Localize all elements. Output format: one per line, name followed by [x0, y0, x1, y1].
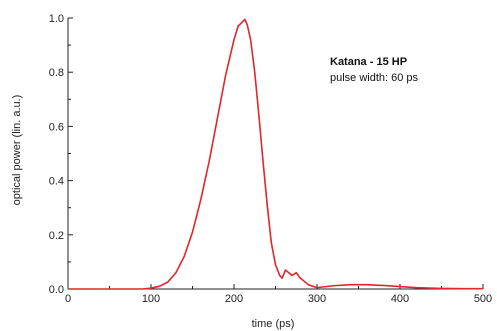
annotation-title: Katana - 15 HP: [330, 56, 407, 68]
x-tick-label: 500: [474, 293, 492, 305]
annotation-subtitle: pulse width: 60 ps: [330, 72, 419, 84]
x-axis-label: time (ps): [252, 318, 295, 330]
x-tick-label: 300: [308, 293, 326, 305]
y-tick-label: 0.2: [49, 230, 64, 242]
x-tick-label: 200: [225, 293, 243, 305]
y-tick-label: 1.0: [49, 13, 64, 25]
ticks-layer: 0 100 200 300 400 500 0.0 0.2 0.4 0.6 0.8 1.0: [49, 13, 492, 305]
x-tick-label: 100: [142, 293, 160, 305]
y-tick-label: 0.4: [49, 176, 64, 188]
series-layer: [68, 18, 483, 290]
y-tick-label: 0.8: [49, 67, 64, 79]
y-tick-label: 0.6: [49, 121, 64, 133]
y-axis-label: optical power (lin. a.u.): [11, 95, 23, 206]
y-tick-label: 0.0: [49, 284, 64, 296]
series-line: [68, 18, 483, 290]
x-tick-label: 0: [65, 293, 71, 305]
x-tick-label: 400: [391, 293, 409, 305]
